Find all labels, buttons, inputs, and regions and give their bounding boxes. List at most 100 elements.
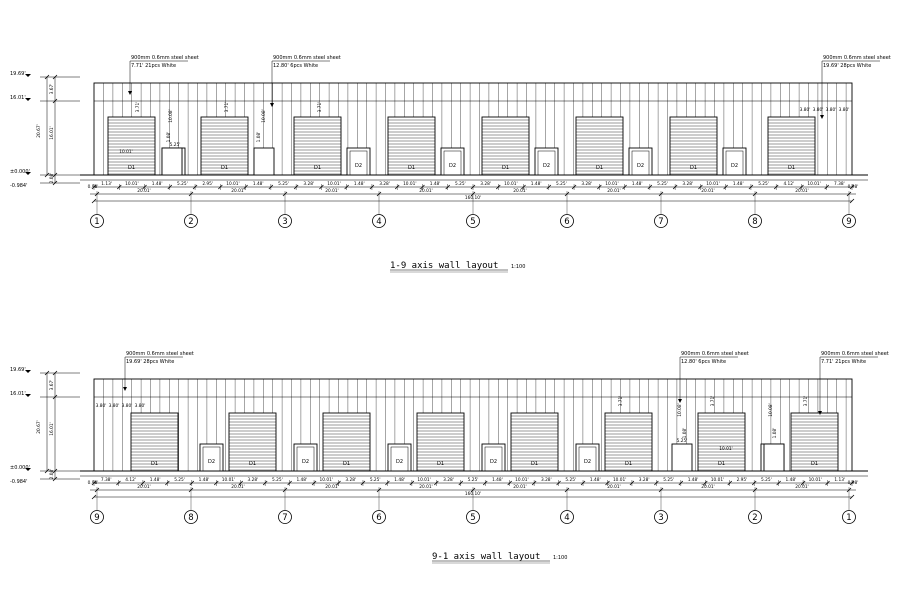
drawing-scale: 1:100: [553, 555, 567, 561]
end-offset: 0.98': [88, 184, 99, 190]
height-dimensions: 19.69' 16.01' ±0.000' -0.984' 3.67' 20.67' 16.…: [10, 71, 80, 189]
height-dim: 20.67': [36, 420, 42, 433]
bay-dimension: 5.25': [177, 181, 188, 187]
axis-spacing-dim: 20.01': [137, 484, 150, 490]
bay-dimension: 10.01': [706, 181, 719, 187]
rollup-door-D1: [200, 116, 249, 176]
total-length-dim: 160.10': [465, 491, 481, 497]
rollup-door-D1: [481, 116, 530, 176]
door-label: D1: [437, 461, 444, 467]
bay-dimension: 1.48': [199, 477, 210, 483]
axis-bubble: [184, 510, 198, 524]
rollup-door-D1: [697, 412, 746, 472]
end-offset: 0.98': [848, 480, 859, 486]
drawing-scale: 1:100: [511, 264, 525, 270]
elevation-label: 16.01': [10, 391, 26, 397]
axis-bubbles: 9 8 7 6 5 4 3 2 1: [90, 510, 856, 524]
personnel-door-D2: [628, 147, 653, 176]
door-label: D1: [221, 165, 228, 171]
callout-line2: 7.71' 21pcs White: [821, 359, 866, 365]
door-label: D2: [302, 459, 309, 465]
openings: D1D1D1D1D1D1D1D1D2D2D2D2D2D2: [130, 412, 839, 472]
axis-label: 6: [564, 217, 569, 227]
detail-dimension: 3.71': [135, 102, 141, 113]
bay-dimension: 10.01': [613, 477, 626, 483]
elevation-label: 16.01': [10, 95, 26, 101]
height-dim: 20.67': [36, 124, 42, 137]
axis-label: 5: [470, 513, 475, 523]
axis-label: 8: [752, 217, 757, 227]
personnel-door-D2: [671, 443, 693, 472]
detail-dimension: 3.80': [135, 403, 146, 409]
axis-label: 2: [188, 217, 193, 227]
door-label: D1: [811, 461, 818, 467]
bay-dimension: 10.01': [515, 477, 528, 483]
elevation-label: -0.984': [10, 479, 28, 485]
rollup-door-D1: [767, 116, 816, 176]
axis-bubble: [842, 214, 856, 228]
personnel-door-D2: [763, 443, 785, 472]
door-label: D2: [490, 459, 497, 465]
d2-elevation: D1D1D1D1D1D1D1D1D2D2D2D2D2D23.80'3.80'3.…: [10, 351, 889, 564]
axis-spacing-dim: 20.01': [513, 188, 526, 194]
detail-dimension: 3.71': [710, 396, 716, 407]
door-label: D1: [625, 461, 632, 467]
detail-dimension: 3.80': [826, 107, 837, 113]
door-label: D1: [690, 165, 697, 171]
axis-bubble: [90, 510, 104, 524]
bay-dimension: 2.95': [202, 181, 213, 187]
bay-dimension: 10.01': [711, 477, 724, 483]
door-label: D1: [531, 461, 538, 467]
axis-bubble: [748, 510, 762, 524]
bay-dimensions: 7.38' 4.12' 1.48' 5.25' 1.48' 10.01' 3.28' 5.25…: [91, 477, 855, 486]
bay-dimension: 5.25': [468, 477, 479, 483]
personnel-door-D2: [387, 443, 412, 472]
detail-dimension: 10.08': [168, 109, 174, 122]
door-label: D1: [343, 461, 350, 467]
rollup-door-D1: [510, 412, 559, 472]
door-label: D1: [596, 165, 603, 171]
bay-dimension: 3.28': [443, 477, 454, 483]
detail-dimension: 1.08': [682, 428, 688, 439]
axis-label: 4: [564, 513, 569, 523]
detail-dimension: 3.80': [96, 403, 107, 409]
rollup-door-D1: [575, 116, 624, 176]
rollup-door-D1: [107, 116, 156, 176]
detail-dimension: 3.71': [618, 396, 624, 407]
rollup-door-D1: [322, 412, 371, 472]
axis-label: 8: [188, 513, 193, 523]
axis-label: 1: [94, 217, 99, 227]
detail-dimension: 5.25': [170, 142, 181, 148]
door-label: D1: [151, 461, 158, 467]
bay-dimension: 3.28': [639, 477, 650, 483]
callout-line2: 19.69' 28pcs White: [823, 63, 871, 69]
axis-bubble: [560, 214, 574, 228]
door-label: D1: [314, 165, 321, 171]
bay-dimension: 5.25': [565, 477, 576, 483]
elevation-label: 19.69': [10, 367, 26, 373]
callout-line2: 19.69' 28pcs White: [126, 359, 174, 365]
detail-dimension: 10.01': [119, 149, 132, 155]
personnel-door-D2: [440, 147, 465, 176]
door-label: D1: [502, 165, 509, 171]
axis-label: 2: [752, 513, 757, 523]
bay-dimension: 5.25': [758, 181, 769, 187]
axis-label: 9: [94, 513, 99, 523]
detail-dimension: 10.08': [768, 403, 774, 416]
personnel-door-D2: [253, 147, 275, 176]
bay-dimension: 5.25': [663, 477, 674, 483]
axis-label: 7: [658, 217, 663, 227]
rollup-door-D1: [293, 116, 342, 176]
detail-dimension: 3.71': [317, 102, 323, 113]
bay-dimension: 1.48': [733, 181, 744, 187]
elevation-label: ±0.000': [10, 465, 30, 471]
bay-dimension: 3.28': [303, 181, 314, 187]
door-label: D1: [788, 165, 795, 171]
detail-dimension: 10.08': [261, 109, 267, 122]
axis-dimensions: 20.01' 20.01' 20.01' 20.01' 20.01' 20.01' 20.0…: [88, 184, 858, 220]
callout-line1: 900mm 0.6mm steel sheet: [131, 55, 199, 61]
axis-spacing-dim: 20.01': [231, 484, 244, 490]
axis-spacing-dim: 20.01': [419, 484, 432, 490]
bay-dimension: 7.38': [834, 181, 845, 187]
axis-bubble: [278, 214, 292, 228]
